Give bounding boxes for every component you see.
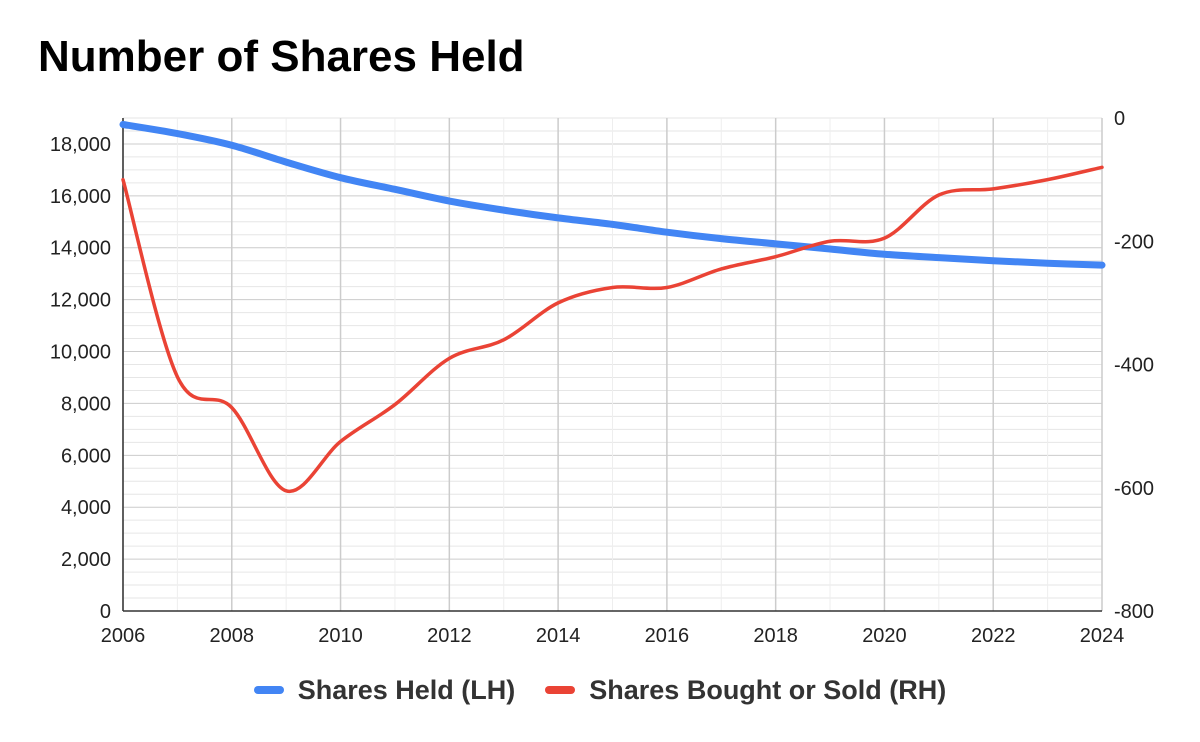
left-tick-label: 14,000 xyxy=(50,238,111,260)
right-tick-label: 0 xyxy=(1114,108,1125,130)
x-tick-label: 2022 xyxy=(971,625,1016,647)
x-tick-label: 2024 xyxy=(1080,625,1125,647)
legend-label-shares-held: Shares Held (LH) xyxy=(297,674,516,705)
left-tick-label: 10,000 xyxy=(50,342,111,364)
left-tick-label: 18,000 xyxy=(50,134,111,156)
series-lines xyxy=(119,120,1106,493)
left-tick-label: 16,000 xyxy=(50,186,111,208)
left-tick-label: 4,000 xyxy=(61,497,111,519)
right-tick-label: -800 xyxy=(1114,601,1154,623)
right-tick-label: -200 xyxy=(1114,231,1154,253)
series-line-shares-held xyxy=(119,120,1106,269)
x-tick-label: 2014 xyxy=(536,625,581,647)
left-tick-label: 0 xyxy=(100,601,111,623)
legend-item-shares-held: Shares Held (LH) xyxy=(253,674,516,706)
series-line-shares-bought-sold xyxy=(121,165,1104,493)
x-tick-label: 2012 xyxy=(427,625,472,647)
axes xyxy=(122,118,1102,612)
x-tick-label: 2006 xyxy=(101,625,146,647)
right-tick-label: -600 xyxy=(1114,478,1154,500)
legend-swatch-shares-bought-sold xyxy=(545,686,576,694)
legend-swatch-shares-held xyxy=(253,686,284,694)
legend: Shares Held (LH) Shares Bought or Sold (… xyxy=(0,668,1200,712)
x-tick-label: 2018 xyxy=(753,625,798,647)
grid-lines xyxy=(122,117,1103,612)
chart-title: Number of Shares Held xyxy=(38,32,525,81)
x-tick-label: 2020 xyxy=(862,625,907,647)
line-chart: 0 2,000 4,000 6,000 8,000 10,000 12,000 14,000 1… xyxy=(50,108,1154,647)
left-tick-label: 6,000 xyxy=(61,445,111,467)
x-tick-label: 2016 xyxy=(645,625,690,647)
left-tick-label: 12,000 xyxy=(50,290,111,312)
legend-label-shares-bought-sold: Shares Bought or Sold (RH) xyxy=(589,674,947,705)
legend-item-shares-bought-sold: Shares Bought or Sold (RH) xyxy=(545,675,946,706)
right-tick-label: -400 xyxy=(1114,355,1154,377)
x-tick-label: 2010 xyxy=(318,625,363,647)
x-tick-label: 2008 xyxy=(210,625,255,647)
left-tick-label: 2,000 xyxy=(61,549,111,571)
tick-labels: 0 2,000 4,000 6,000 8,000 10,000 12,000 14,000 1… xyxy=(50,108,1154,647)
left-tick-label: 8,000 xyxy=(61,393,111,415)
